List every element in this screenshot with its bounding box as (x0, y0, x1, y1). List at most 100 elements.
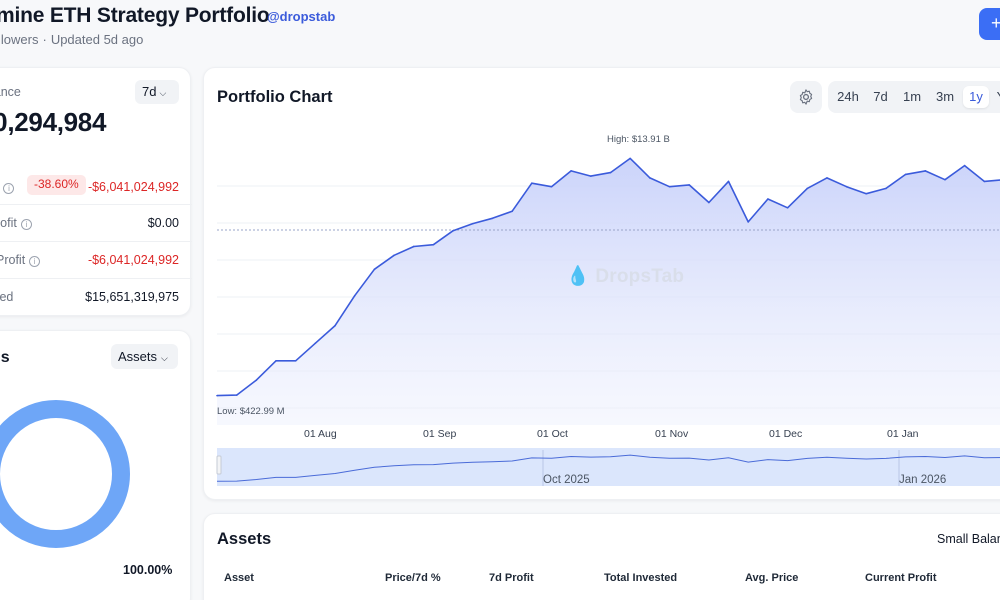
column-header-avg-price[interactable]: Avg. Price (745, 572, 799, 584)
chart-data-point (452, 229, 454, 232)
chart-data-point (275, 359, 277, 362)
chart-data-point (649, 177, 651, 179)
portfolio-area-chart[interactable] (204, 68, 1000, 501)
chart-data-point (806, 187, 809, 190)
timeframe-24h[interactable]: 24h (837, 89, 859, 104)
period-dropdown[interactable]: 7d ⌵ (135, 80, 179, 104)
gear-icon (799, 89, 813, 105)
chart-data-point (216, 394, 218, 397)
chart-data-point (708, 201, 710, 204)
chart-data-point (432, 243, 435, 246)
holdings-group-dropdown[interactable]: Assets ⌵ (111, 344, 178, 369)
chart-data-point (590, 175, 592, 177)
chart-data-point (511, 210, 513, 213)
stat-row-unrealized-profit: Profit i -$6,041,024,992 (0, 241, 192, 278)
x-axis-tick: 01 Aug (304, 428, 337, 440)
period-value: 7d (142, 84, 157, 99)
timeframe-selector: 24h 7d 1m 3m 1y Y (828, 81, 1000, 113)
dropstab-watermark: 💧 DropsTab (566, 266, 685, 287)
chart-data-point (826, 177, 828, 179)
timeframe-all[interactable]: Y (994, 86, 1000, 108)
chart-data-point (314, 342, 317, 345)
x-axis-tick: 01 Jan (887, 428, 919, 440)
holdings-donut-chart[interactable] (0, 389, 141, 559)
x-axis-tick: 01 Dec (769, 428, 803, 440)
navigator-series-line (216, 454, 1000, 482)
chart-data-point (629, 157, 631, 160)
chart-data-point (609, 171, 612, 174)
chart-area-fill (217, 158, 1000, 425)
assets-table-card: Assets Small Balan Asset Price/7d % 7d P… (203, 513, 1000, 600)
chart-data-point (531, 182, 533, 184)
stat-label: ted (0, 290, 14, 304)
assets-title: Assets (217, 530, 272, 548)
stat-value: $0.00 (147, 216, 179, 230)
balance-value: 10,294,984 (0, 107, 107, 137)
timeframe-7d[interactable]: 7d (873, 89, 888, 104)
chart-data-point (393, 254, 395, 257)
chart-data-point (294, 359, 297, 362)
chart-data-point (412, 245, 415, 248)
info-icon[interactable]: i (29, 256, 41, 267)
author-handle-link[interactable]: @dropstab (267, 9, 336, 24)
stat-value: -$6,041,024,992 (87, 180, 179, 194)
chart-data-point (983, 180, 986, 183)
chart-data-point (491, 217, 494, 220)
holding-percentage: 100.00% (123, 563, 173, 577)
stat-label: :i (0, 180, 15, 194)
x-axis-tick: 01 Sep (423, 428, 457, 440)
holdings-card: gs Assets⌵ 100.00% (0, 330, 191, 600)
small-balances-toggle[interactable]: Small Balan (937, 532, 1000, 546)
chart-data-point (235, 394, 238, 396)
chart-settings-button[interactable] (790, 81, 822, 113)
column-header-total-invested[interactable]: Total Invested (604, 572, 678, 584)
updated-time: Updated 5d ago (50, 32, 144, 47)
chart-navigator[interactable] (217, 448, 1000, 486)
chart-data-point (255, 379, 258, 381)
chart-data-point (471, 222, 474, 225)
navigator-label: Oct 2025 (543, 474, 590, 486)
donut-slice (0, 400, 130, 548)
change-percent-badge: -38.60% (27, 175, 86, 195)
chart-title: Portfolio Chart (217, 88, 333, 106)
add-button[interactable]: + (979, 8, 1000, 40)
column-header-asset[interactable]: Asset (224, 572, 254, 584)
chart-data-point (904, 173, 907, 176)
column-header-7d-profit[interactable]: 7d Profit (489, 572, 534, 584)
chart-high-label: High: $13.91 B (607, 134, 670, 145)
column-header-price[interactable]: Price/7d % (385, 572, 441, 584)
chart-data-point (668, 185, 671, 188)
navigator-label: Jan 2026 (899, 474, 947, 486)
balance-card: lance 7d⌵ 10,294,984 00 :i -38.60% -$6,0… (0, 67, 192, 316)
stat-value: -$6,041,024,992 (87, 253, 179, 267)
chart-data-point (944, 178, 946, 181)
chart-data-point (963, 164, 966, 167)
portfolio-header: mine ETH Strategy Portfolio @dropstab ll… (0, 0, 1000, 62)
chart-data-point (845, 185, 848, 188)
info-icon[interactable]: i (20, 219, 32, 230)
timeframe-1y[interactable]: 1y (963, 86, 989, 108)
chart-data-point (767, 198, 769, 200)
timeframe-1m[interactable]: 1m (902, 89, 922, 104)
stat-row-change: :i -38.60% -$6,041,024,992 (0, 169, 192, 206)
balance-label: lance (0, 85, 21, 99)
portfolio-title: mine ETH Strategy Portfolio (0, 4, 270, 27)
navigator-handle[interactable] (216, 455, 222, 475)
chart-data-point (747, 221, 750, 223)
chart-data-point (885, 187, 887, 190)
separator-dot: · (42, 32, 47, 47)
chart-data-point (550, 185, 553, 188)
chart-data-point (570, 170, 572, 172)
chart-data-point (353, 294, 356, 297)
column-header-current-profit[interactable]: Current Profit (865, 572, 937, 584)
info-icon[interactable]: i (3, 183, 15, 194)
chart-data-point (334, 324, 336, 327)
chart-data-point (373, 268, 376, 271)
chart-data-point (688, 184, 690, 186)
timeframe-3m[interactable]: 3m (935, 89, 955, 104)
chart-data-point (727, 180, 730, 183)
stat-value: $15,651,319,975 (85, 290, 179, 304)
holdings-group-value: Assets (118, 349, 158, 364)
